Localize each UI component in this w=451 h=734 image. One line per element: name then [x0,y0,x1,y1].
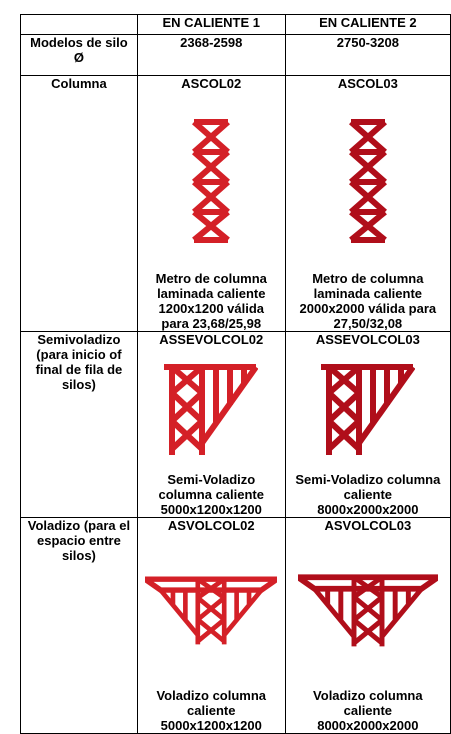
code: ASSEVOLCOL02 [159,332,264,347]
cell: ASVOLCOL03 Voladizo columna caliente 800… [284,517,451,734]
description: Semi-Voladizo columna caliente 5000x1200… [158,472,264,517]
column-icon [343,116,393,246]
cell: ASCOL02 Metro de columna laminada calien… [136,75,286,332]
row: Modelos de silo Ø 2368-2598 2750-3208 [20,34,451,76]
code: ASSEVOLCOL03 [315,332,420,347]
code: ASVOLCOL03 [324,518,412,533]
code: ASCOL03 [337,76,398,91]
row: Voladizo (para el espacio entre silos) A… [20,517,451,734]
header-row: EN CALIENTE 1 EN CALIENTE 2 [20,14,451,35]
description: Voladizo columna caliente 5000x1200x1200 [156,688,267,733]
header-cell: EN CALIENTE 1 [136,14,286,35]
cell: ASSEVOLCOL02 Semi-Voladizo columna calie… [136,331,286,518]
row-label: Columna [20,75,138,332]
header-cell: EN CALIENTE 2 [284,14,451,35]
page: EN CALIENTE 1 EN CALIENTE 2 Modelos de s… [20,14,451,734]
description: Metro de columna laminada caliente 2000x… [299,271,437,331]
description: Metro de columna laminada caliente 1200x… [155,271,267,331]
description: Voladizo columna caliente 8000x2000x2000 [313,688,423,733]
semi-cantilever-icon [321,363,415,457]
row-label: Semivoladizo (para inicio of final de fi… [20,331,138,518]
row-label: Voladizo (para el espacio entre silos) [20,517,138,734]
column-icon [186,116,236,246]
cantilever-icon [298,564,438,658]
cell: ASSEVOLCOL03 Semi-Voladizo columna calie… [284,331,451,518]
row-label: Modelos de silo Ø [20,34,138,76]
corner-cell [20,14,138,35]
cell: ASVOLCOL02 Voladizo columna caliente 500… [136,517,286,734]
cantilever-icon [145,564,277,658]
cell: ASCOL03 Metro de columna laminada calien… [284,75,451,332]
code: 2750-3208 [284,34,451,76]
row: Semivoladizo (para inicio of final de fi… [20,331,451,518]
code: ASVOLCOL02 [167,518,255,533]
spec-table: EN CALIENTE 1 EN CALIENTE 2 Modelos de s… [20,14,451,734]
semi-cantilever-icon [164,363,258,457]
description: Semi-Voladizo columna caliente 8000x2000… [295,472,441,517]
code: 2368-2598 [136,34,286,76]
code: ASCOL02 [181,76,242,91]
row: Columna ASCOL02 Metro de columna laminad… [20,75,451,332]
